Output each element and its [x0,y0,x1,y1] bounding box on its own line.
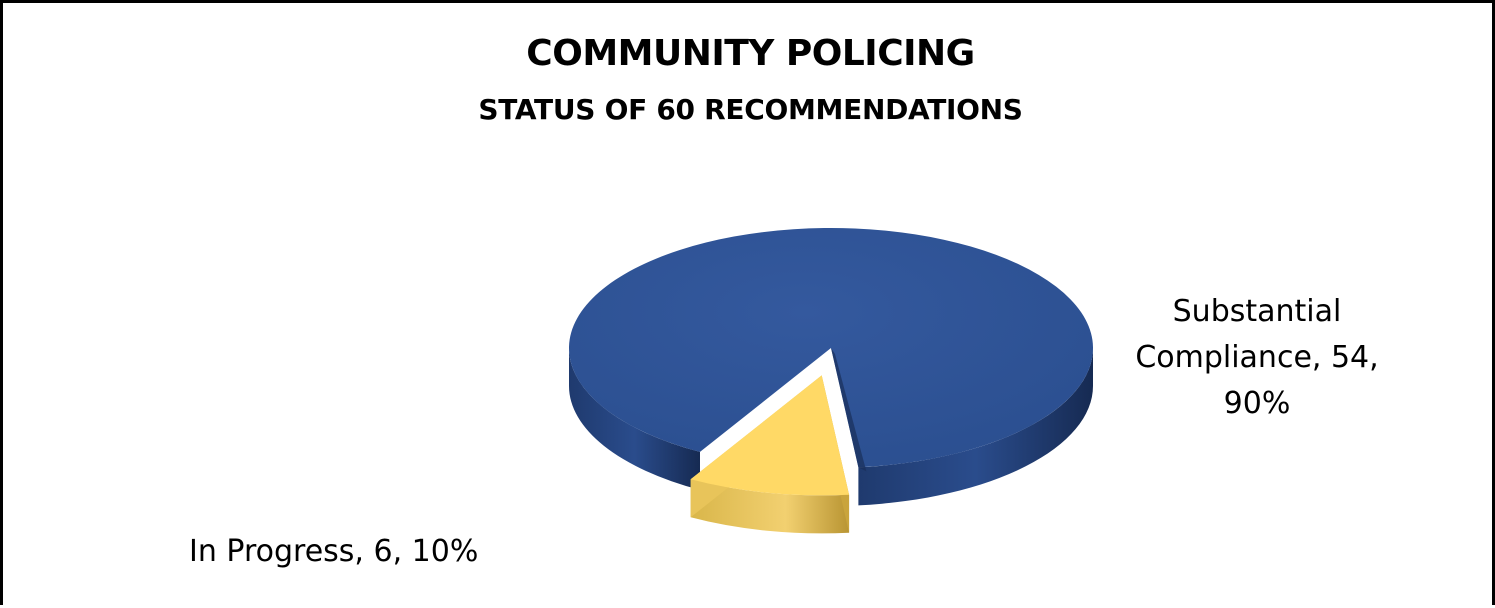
pie-side-substantial-compliance [569,348,700,490]
chart-subtitle: STATUS OF 60 RECOMMENDATIONS [478,93,1023,126]
pie-side-substantial-compliance [858,348,1093,506]
pie-chart [569,228,1094,534]
slice-label-in-progress: In Progress, 6, 10% [189,534,479,569]
pie-slice-in-progress [690,375,850,496]
pie-slice-substantial-compliance [569,228,1094,468]
pie-gap-shadow [831,348,867,472]
chart-title: COMMUNITY POLICING [526,33,975,74]
slice-label-substantial-compliance: Substantial Compliance, 54, 90% [1135,294,1379,421]
pie-side-in-progress [690,479,850,534]
